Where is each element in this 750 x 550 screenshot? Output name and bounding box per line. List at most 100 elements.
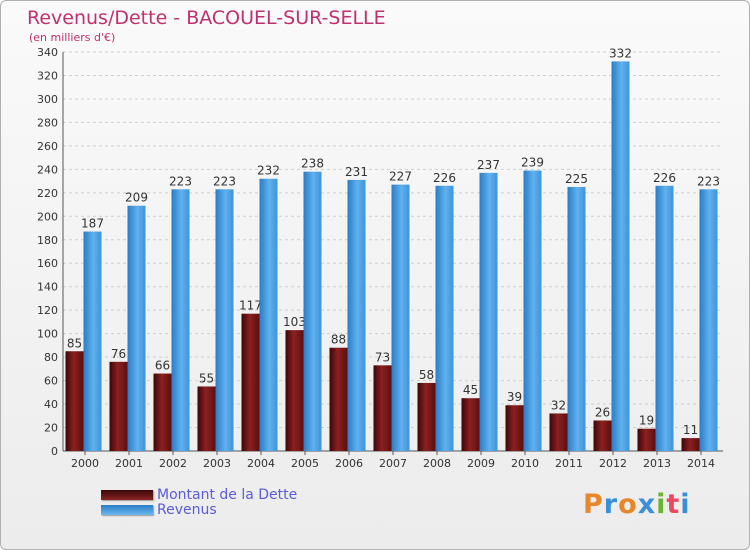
data-label-dette: 76 xyxy=(111,347,126,361)
bar-revenus xyxy=(83,231,102,451)
data-label-revenus: 223 xyxy=(213,174,236,188)
logo-letter: i xyxy=(680,489,691,520)
y-tick-label: 140 xyxy=(37,281,58,294)
x-tick-label: 2007 xyxy=(379,457,407,470)
x-tick-label: 2004 xyxy=(247,457,275,470)
x-tick-label: 2000 xyxy=(71,457,99,470)
y-tick-label: 0 xyxy=(51,445,58,458)
data-label-revenus: 223 xyxy=(697,174,720,188)
bar-dette xyxy=(461,398,480,451)
data-label-revenus: 239 xyxy=(521,156,544,170)
x-tick-label: 2010 xyxy=(511,457,539,470)
bar-dette xyxy=(109,361,128,451)
data-label-revenus: 238 xyxy=(301,157,324,171)
y-tick-label: 120 xyxy=(37,304,58,317)
y-tick-label: 100 xyxy=(37,328,58,341)
bar-revenus xyxy=(523,170,542,451)
bar-dette xyxy=(285,330,304,451)
y-tick-label: 340 xyxy=(37,46,58,59)
bar-dette xyxy=(681,438,700,451)
x-tick-label: 2013 xyxy=(643,457,671,470)
bar-dette xyxy=(65,351,84,451)
bar-revenus xyxy=(215,189,234,451)
bar-dette xyxy=(197,386,216,451)
legend-item-revenus: Revenus xyxy=(101,502,217,518)
data-label-dette: 103 xyxy=(283,315,306,329)
bar-dette xyxy=(417,382,436,451)
y-tick-label: 220 xyxy=(37,187,58,200)
y-tick-label: 80 xyxy=(44,351,58,364)
proxiti-logo: Proxiti xyxy=(583,489,691,520)
x-tick-label: 2002 xyxy=(159,457,187,470)
data-label-dette: 11 xyxy=(683,423,698,437)
y-tick-label: 260 xyxy=(37,140,58,153)
data-label-dette: 117 xyxy=(239,299,262,313)
data-label-revenus: 232 xyxy=(257,164,280,178)
x-tick-label: 2012 xyxy=(599,457,627,470)
data-label-dette: 19 xyxy=(639,414,654,428)
data-label-revenus: 227 xyxy=(389,170,412,184)
y-tick-label: 300 xyxy=(37,93,58,106)
y-tick-label: 200 xyxy=(37,210,58,223)
bar-revenus xyxy=(479,172,498,451)
x-tick-label: 2008 xyxy=(423,457,451,470)
data-label-dette: 32 xyxy=(551,398,566,412)
x-tick-label: 2014 xyxy=(687,457,715,470)
bar-revenus xyxy=(435,185,454,451)
legend-swatch-revenus xyxy=(101,505,153,515)
data-label-revenus: 332 xyxy=(609,46,632,60)
bar-revenus xyxy=(303,171,322,451)
data-label-dette: 26 xyxy=(595,405,610,419)
y-tick-label: 240 xyxy=(37,163,58,176)
data-label-revenus: 209 xyxy=(125,191,148,205)
data-label-dette: 45 xyxy=(463,383,478,397)
legend-swatch-dette xyxy=(101,490,153,500)
bar-dette xyxy=(153,373,172,451)
logo-letter: r xyxy=(603,489,619,520)
bar-revenus xyxy=(567,186,586,452)
bar-revenus xyxy=(655,185,674,451)
bar-dette xyxy=(241,313,260,451)
y-tick-label: 60 xyxy=(44,375,58,388)
y-tick-label: 320 xyxy=(37,69,58,82)
legend-label-revenus: Revenus xyxy=(157,502,217,518)
bar-revenus xyxy=(171,189,190,451)
y-tick-label: 20 xyxy=(44,422,58,435)
x-tick-label: 2009 xyxy=(467,457,495,470)
data-label-revenus: 226 xyxy=(653,171,676,185)
y-tick-label: 280 xyxy=(37,116,58,129)
bar-dette xyxy=(505,405,524,451)
logo-letter: P xyxy=(583,489,604,520)
logo-letter: t xyxy=(666,489,681,520)
data-label-revenus: 237 xyxy=(477,158,500,172)
x-tick-label: 2003 xyxy=(203,457,231,470)
data-label-revenus: 231 xyxy=(345,165,368,179)
bar-revenus xyxy=(127,205,146,451)
data-label-revenus: 187 xyxy=(81,217,104,231)
data-label-revenus: 226 xyxy=(433,171,456,185)
x-tick-label: 2001 xyxy=(115,457,143,470)
chart-title: Revenus/Dette - BACOUEL-SUR-SELLE xyxy=(27,7,386,29)
legend-label-dette: Montant de la Dette xyxy=(157,487,298,503)
bar-dette xyxy=(373,365,392,451)
data-label-revenus: 225 xyxy=(565,172,588,186)
x-tick-label: 2005 xyxy=(291,457,319,470)
y-tick-label: 40 xyxy=(44,398,58,411)
data-label-dette: 88 xyxy=(331,333,346,347)
x-tick-label: 2006 xyxy=(335,457,363,470)
chart-subtitle: (en milliers d'€) xyxy=(29,31,116,44)
logo-letter: o xyxy=(618,489,638,520)
legend-item-dette: Montant de la Dette xyxy=(101,487,298,503)
data-label-revenus: 223 xyxy=(169,174,192,188)
bar-dette xyxy=(329,347,348,451)
data-label-dette: 66 xyxy=(155,359,170,373)
y-tick-label: 180 xyxy=(37,234,58,247)
bar-revenus xyxy=(259,178,278,451)
data-label-dette: 58 xyxy=(419,368,434,382)
bar-dette xyxy=(637,428,656,451)
bar-revenus xyxy=(611,61,630,451)
bar-revenus xyxy=(391,184,410,451)
data-label-dette: 39 xyxy=(507,390,522,404)
